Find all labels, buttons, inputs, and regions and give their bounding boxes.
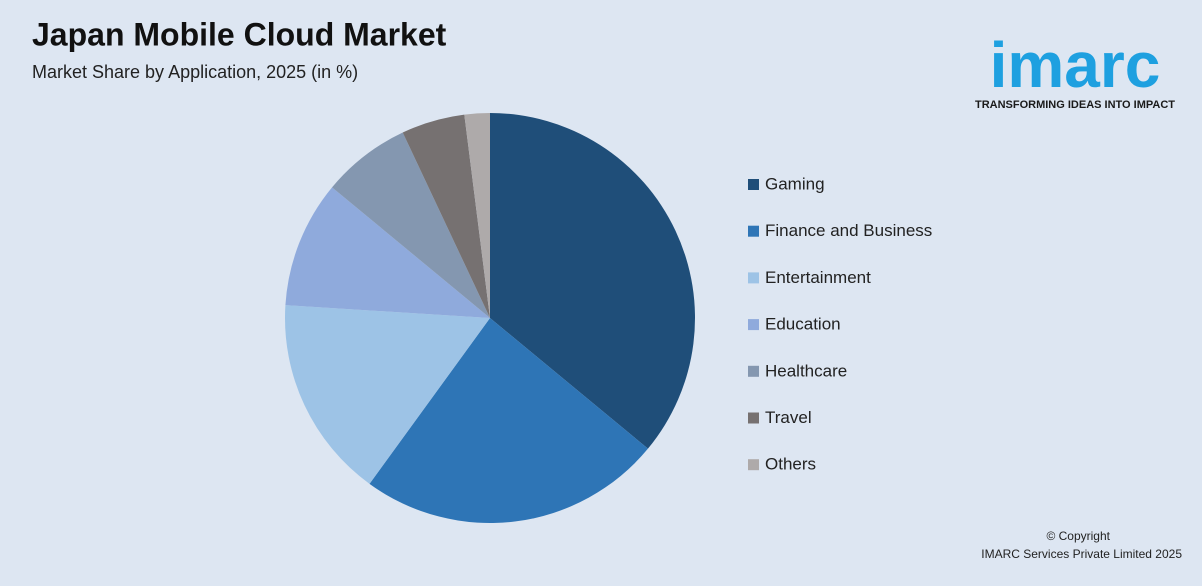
legend-label: Education [765, 315, 841, 334]
legend-label: Others [765, 455, 816, 474]
logo-name: imarc [990, 29, 1161, 101]
logo-tagline: TRANSFORMING IDEAS INTO IMPACT [975, 99, 1175, 111]
legend-swatch [748, 459, 759, 471]
legend-swatch [748, 179, 759, 190]
legend-label: Healthcare [765, 361, 847, 380]
legend-swatch [748, 225, 759, 237]
chart-title: Japan Mobile Cloud Market [32, 16, 447, 52]
pie-slice [402, 114, 490, 318]
pie-slice [369, 318, 648, 523]
legend-swatch [748, 412, 759, 424]
chart-subtitle: Market Share by Application, 2025 (in %) [32, 62, 358, 82]
legend-label: Entertainment [765, 268, 871, 287]
pie-slice [285, 187, 490, 318]
pie-slice [285, 305, 490, 484]
legend-swatch [748, 319, 759, 331]
copyright: © Copyright [1046, 529, 1110, 543]
legend-label: Travel [765, 408, 812, 427]
legend-swatch [748, 365, 759, 377]
legend-swatch [748, 272, 759, 284]
copyright: IMARC Services Private Limited 2025 [981, 547, 1182, 561]
pie-slice [490, 113, 695, 449]
pie-slice [332, 132, 490, 318]
legend-label: Finance and Business [765, 221, 932, 240]
legend-label: Gaming [765, 174, 825, 193]
pie-slice [464, 113, 490, 318]
